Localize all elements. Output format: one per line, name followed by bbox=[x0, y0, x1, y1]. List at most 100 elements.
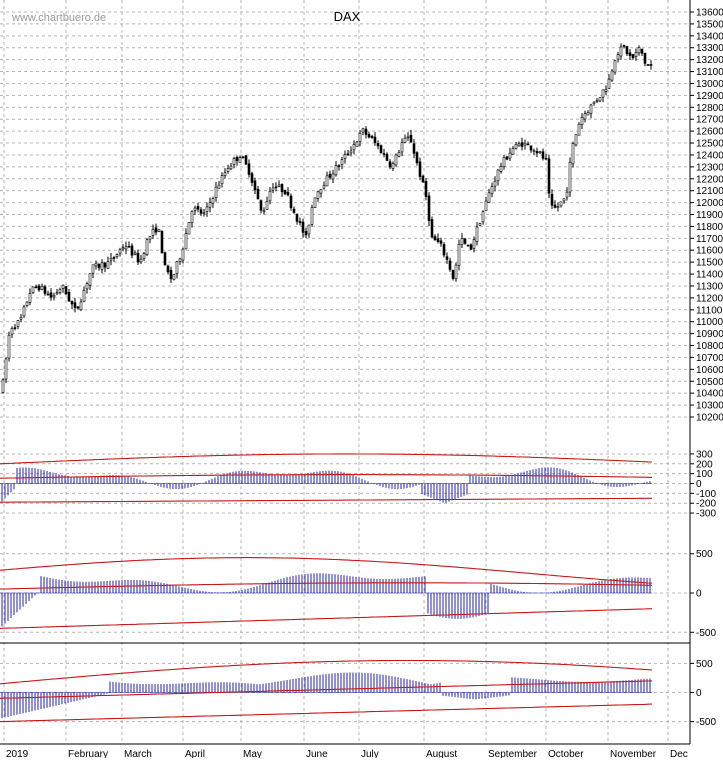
candle-body bbox=[391, 163, 395, 169]
lower-band bbox=[0, 703, 653, 723]
y-tick-label: 13200 bbox=[696, 55, 723, 66]
candle-body bbox=[592, 101, 596, 104]
candle-body bbox=[103, 262, 107, 268]
candle-body bbox=[55, 292, 59, 295]
candle-body bbox=[310, 207, 314, 225]
candle-body bbox=[643, 52, 647, 64]
candle-body bbox=[307, 224, 311, 235]
x-tick-label: August bbox=[426, 749, 457, 758]
candle-body bbox=[532, 150, 536, 152]
candle-body bbox=[469, 244, 473, 250]
candle-body bbox=[91, 264, 95, 274]
candle-body bbox=[502, 157, 506, 167]
candle-body bbox=[94, 263, 98, 267]
x-tick-label: February bbox=[68, 749, 108, 758]
candle-body bbox=[526, 143, 530, 146]
y-tick-label: -200 bbox=[696, 499, 716, 510]
y-tick-label: 11500 bbox=[696, 258, 723, 269]
candle-body bbox=[457, 244, 461, 266]
candle-body bbox=[316, 191, 320, 199]
candle-body bbox=[268, 191, 272, 202]
candle-body bbox=[217, 184, 221, 189]
candle-body bbox=[145, 239, 149, 255]
candle-body bbox=[445, 256, 449, 260]
y-tick-label: 12100 bbox=[696, 186, 723, 197]
candle-body bbox=[238, 157, 242, 163]
candle-body bbox=[37, 285, 41, 291]
candle-body bbox=[367, 134, 371, 138]
y-tick-label: 10600 bbox=[696, 365, 723, 376]
candle-body bbox=[349, 150, 353, 154]
candle-body bbox=[97, 263, 101, 269]
candle-body bbox=[139, 258, 143, 263]
y-tick-label: 10800 bbox=[696, 341, 723, 352]
y-tick-label: 0 bbox=[696, 688, 702, 699]
candle-body bbox=[28, 293, 32, 303]
candle-body bbox=[229, 165, 233, 170]
candle-body bbox=[628, 52, 632, 56]
candle-body bbox=[49, 292, 53, 298]
y-tick-label: 11800 bbox=[696, 222, 723, 233]
candle-body bbox=[607, 78, 611, 89]
candle-body bbox=[373, 136, 377, 143]
y-tick-label: 11700 bbox=[696, 234, 723, 245]
candle-body bbox=[433, 236, 437, 241]
candle-body bbox=[124, 246, 128, 250]
candle-body bbox=[88, 273, 92, 286]
candle-body bbox=[286, 191, 290, 196]
y-axes: 1020010300104001050010600107001080010900… bbox=[690, 8, 723, 728]
candle-body bbox=[631, 54, 635, 59]
candle-body bbox=[649, 64, 653, 66]
candle-body bbox=[265, 201, 269, 210]
candle-body bbox=[115, 254, 119, 257]
candle-body bbox=[472, 239, 476, 249]
candle-body bbox=[466, 244, 470, 247]
middle-band bbox=[0, 680, 653, 699]
y-tick-label: -300 bbox=[696, 509, 716, 520]
y-tick-label: 10500 bbox=[696, 377, 723, 388]
candle-body bbox=[511, 148, 515, 155]
y-tick-label: 13300 bbox=[696, 43, 723, 54]
candle-body bbox=[196, 206, 200, 210]
candle-body bbox=[271, 187, 275, 191]
candle-body bbox=[241, 156, 245, 159]
candle-body bbox=[73, 302, 77, 308]
y-tick-label: 300 bbox=[696, 449, 713, 460]
upper-band bbox=[0, 659, 653, 685]
candle-body bbox=[364, 128, 368, 135]
candle-body bbox=[10, 328, 14, 335]
y-tick-label: 12200 bbox=[696, 174, 723, 185]
candle-body bbox=[22, 306, 26, 317]
candle-body bbox=[325, 175, 329, 187]
candle-body bbox=[418, 161, 422, 177]
grid bbox=[0, 0, 690, 744]
candle-body bbox=[70, 300, 74, 305]
candle-body bbox=[646, 64, 650, 66]
y-tick-label: 13000 bbox=[696, 79, 723, 90]
candle-body bbox=[577, 123, 581, 136]
candle-body bbox=[484, 200, 488, 211]
candle-body bbox=[559, 201, 563, 207]
candle-body bbox=[43, 286, 47, 294]
candle-body bbox=[544, 157, 548, 160]
candle-body bbox=[193, 207, 197, 211]
candle-body bbox=[133, 252, 137, 255]
candle-body bbox=[424, 181, 428, 197]
candle-body bbox=[562, 198, 566, 202]
candle-body bbox=[142, 253, 146, 259]
candle-body bbox=[397, 151, 401, 157]
candle-body bbox=[517, 143, 521, 147]
y-tick-label: 11600 bbox=[696, 246, 723, 257]
y-tick-label: 13600 bbox=[696, 8, 723, 19]
candle-body bbox=[352, 144, 356, 151]
candle-body bbox=[256, 188, 260, 200]
x-tick-label: July bbox=[361, 749, 379, 758]
candle-body bbox=[514, 144, 518, 149]
candle-body bbox=[301, 221, 305, 233]
middle-band bbox=[0, 582, 652, 590]
candle-body bbox=[319, 189, 323, 194]
candle-body bbox=[568, 161, 572, 193]
chart-title: DAX bbox=[334, 9, 361, 24]
candle-body bbox=[13, 327, 17, 329]
candle-body bbox=[547, 158, 551, 194]
